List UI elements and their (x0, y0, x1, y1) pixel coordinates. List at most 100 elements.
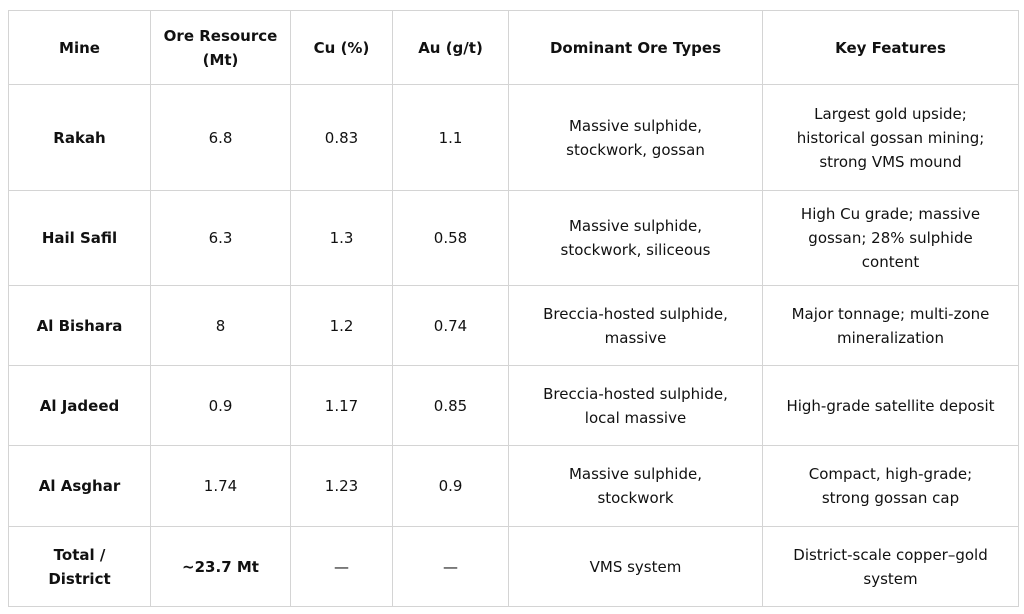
cell-line: strong gossan cap (821, 489, 960, 507)
cell-line: High-grade satellite deposit (786, 396, 995, 415)
table-cell: 1.3 (290, 190, 393, 286)
cell-line: Al Bishara (36, 316, 123, 335)
table-cell: Rakah (8, 84, 151, 191)
table-cell: — (392, 526, 509, 607)
table-cell: 1.17 (290, 365, 393, 446)
cell-line: Massive sulphide, (568, 465, 702, 483)
header-cell: Ore Resource (Mt) (150, 10, 291, 85)
cell-line: Compact, high-grade; (808, 465, 973, 483)
cell-line: District-scale copper–gold (793, 545, 988, 564)
table-cell: Massive sulphide, stockwork, gossan (508, 84, 763, 191)
cell-line: strong VMS mound (819, 152, 962, 171)
cell-line: Dominant Ore Types (549, 38, 721, 57)
table-cell: Massive sulphide, stockwork, siliceous (508, 190, 763, 286)
cell-line: ~23.7 Mt (182, 557, 259, 576)
table-cell: Al Asghar (8, 445, 151, 527)
cell-line: High Cu grade; massive (800, 205, 981, 223)
cell-line: mineralization (836, 328, 944, 347)
cell-line: 1.23 (324, 477, 359, 495)
header-cell: Cu (%) (290, 10, 393, 85)
header-row: Mine Ore Resource (Mt) Cu (%) Au (g/t) Domina… (8, 10, 1019, 85)
cell-line: District (48, 569, 111, 588)
cell-line: 0.85 (433, 396, 468, 415)
table-cell: 6.8 (150, 84, 291, 191)
table-cell: Largest gold upside; historical gossan mi… (762, 84, 1019, 191)
cell-line: 6.8 (208, 128, 233, 147)
table-cell: 0.9 (150, 365, 291, 446)
cell-line: Au (g/t) (418, 38, 483, 57)
cell-line: system (863, 569, 918, 588)
table-cell: Al Jadeed (8, 365, 151, 446)
cell-line: VMS system (589, 557, 682, 576)
table-cell: 8 (150, 285, 291, 366)
ore-table: Mine Ore Resource (Mt) Cu (%) Au (g/t) Domina… (8, 10, 1019, 607)
table-cell: 1.2 (290, 285, 393, 366)
table-row: Rakah 6.8 0.83 1.1 Massive sulphide, stockwor… (8, 84, 1019, 191)
cell-line: 0.74 (433, 316, 468, 335)
header-cell: Dominant Ore Types (508, 10, 763, 85)
cell-line: historical gossan mining; (796, 128, 985, 147)
table-cell: 1.23 (290, 445, 393, 527)
table-cell: 0.58 (392, 190, 509, 286)
table-cell: High Cu grade; massive gossan; 28% sulphi… (762, 190, 1019, 286)
cell-line: Massive sulphide, (568, 116, 702, 135)
cell-line: 0.9 (208, 396, 233, 415)
cell-line: Ore Resource (163, 26, 278, 45)
table-row: Al Bishara 8 1.2 0.74 Breccia-hosted sulphid… (8, 285, 1019, 366)
cell-line: (Mt) (202, 50, 239, 69)
table-cell: ~23.7 Mt (150, 526, 291, 607)
cell-line: 0.58 (433, 229, 468, 247)
cell-line: 1.17 (324, 396, 359, 415)
cell-line: Total / (53, 545, 106, 564)
cell-line: Major tonnage; multi-zone (791, 304, 990, 323)
table-cell: Massive sulphide, stockwork (508, 445, 763, 527)
table-cell: 1.74 (150, 445, 291, 527)
table-cell: High-grade satellite deposit (762, 365, 1019, 446)
table-cell: District-scale copper–gold system (762, 526, 1019, 607)
table-cell: 6.3 (150, 190, 291, 286)
cell-line: Key Features (835, 38, 946, 57)
cell-line: stockwork, siliceous (560, 241, 711, 259)
table-cell: Al Bishara (8, 285, 151, 366)
table-cell: Breccia-hosted sulphide, local massive (508, 365, 763, 446)
cell-line: gossan; 28% sulphide (808, 229, 973, 247)
table-row: Al Asghar 1.74 1.23 0.9 Massive sulphide, sto… (8, 445, 1019, 527)
cell-line: Al Jadeed (39, 396, 120, 415)
table-row: Al Jadeed 0.9 1.17 0.85 Breccia-hosted sulph… (8, 365, 1019, 446)
cell-line: 1.2 (329, 316, 354, 335)
table-cell: 0.83 (290, 84, 393, 191)
cell-line: Breccia-hosted sulphide, (543, 304, 728, 323)
table-cell: — (290, 526, 393, 607)
cell-line: content (861, 253, 920, 271)
cell-line: Mine (59, 38, 100, 57)
table-cell: Breccia-hosted sulphide, massive (508, 285, 763, 366)
table-cell: Total / District (8, 526, 151, 607)
cell-line: Breccia-hosted sulphide, (543, 384, 728, 403)
table-cell: 0.85 (392, 365, 509, 446)
cell-line: massive (604, 328, 667, 347)
table-cell: 1.1 (392, 84, 509, 191)
cell-line: 1.3 (329, 229, 354, 247)
table-row: Total / District ~23.7 Mt — — VMS system Distr… (8, 526, 1019, 607)
table-row: Hail Safil 6.3 1.3 0.58 Massive sulphide, sto… (8, 190, 1019, 286)
cell-line: 0.9 (438, 477, 463, 495)
table-cell: VMS system (508, 526, 763, 607)
cell-line: Al Asghar (38, 477, 121, 495)
cell-line: 1.74 (203, 477, 238, 495)
header-cell: Au (g/t) (392, 10, 509, 85)
header-cell: Mine (8, 10, 151, 85)
cell-line: stockwork, gossan (566, 140, 705, 159)
table-cell: Compact, high-grade; strong gossan cap (762, 445, 1019, 527)
table-cell: Hail Safil (8, 190, 151, 286)
table-cell: Major tonnage; multi-zone mineralization (762, 285, 1019, 366)
cell-line: Massive sulphide, (568, 217, 702, 235)
cell-line: Largest gold upside; (814, 104, 967, 123)
cell-line: 1.1 (438, 128, 463, 147)
table-cell: 0.74 (392, 285, 509, 366)
cell-line: Cu (%) (313, 38, 370, 57)
cell-line: — (443, 557, 458, 576)
cell-line: 6.3 (208, 229, 233, 247)
cell-line: — (334, 557, 349, 576)
header-cell: Key Features (762, 10, 1019, 85)
